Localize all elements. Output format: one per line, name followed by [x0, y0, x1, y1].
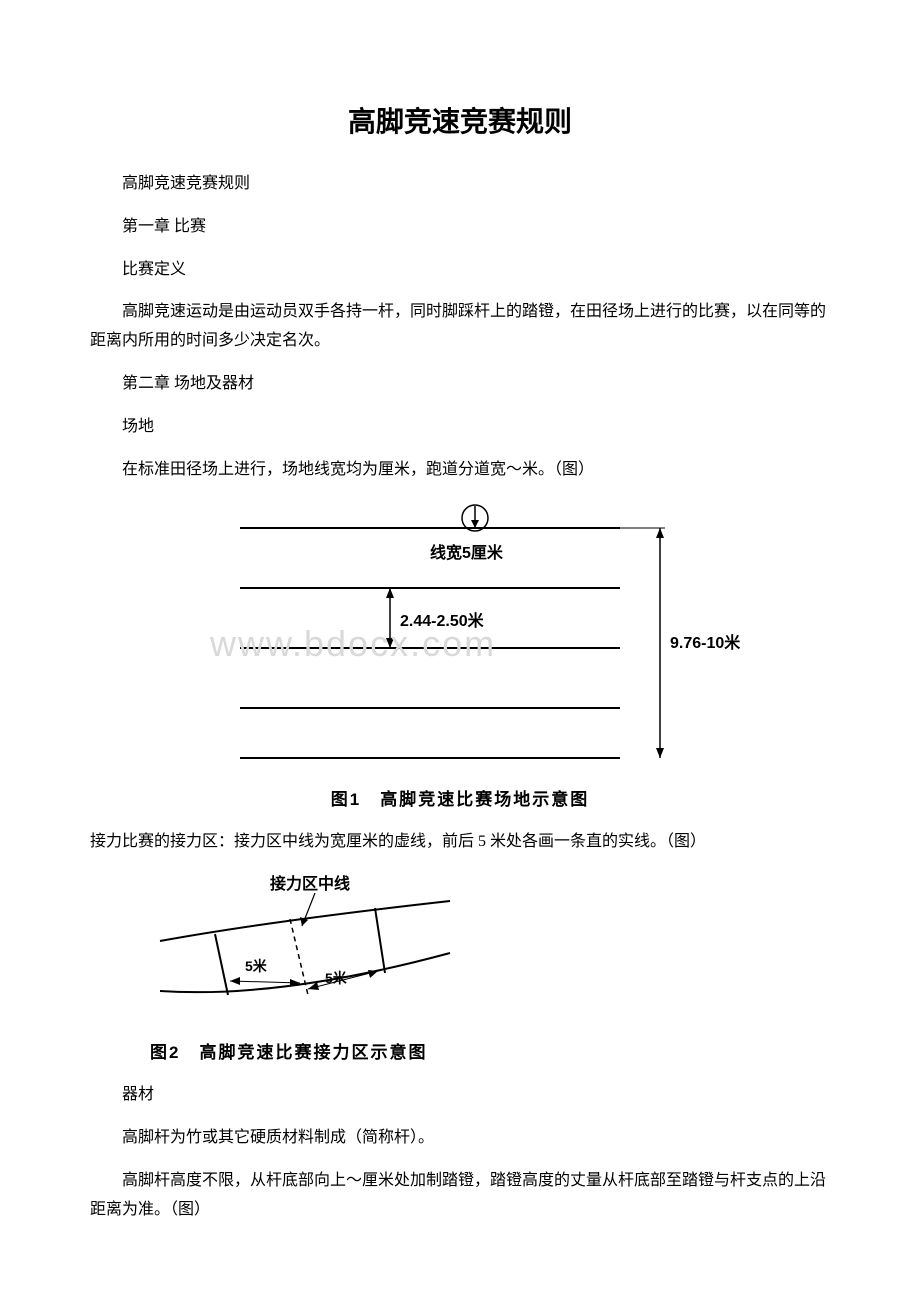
para-equipment-heading: 器材 [90, 1081, 830, 1110]
para-chapter2: 第二章 场地及器材 [90, 370, 830, 399]
para-def-body: 高脚竞速运动是由运动员双手各持一杆，同时脚踩杆上的踏镫，在田径场上进行的比赛，以… [90, 298, 830, 356]
fig2-label-5m-a: 5米 [245, 958, 268, 974]
para-venue-heading: 场地 [90, 413, 830, 442]
fig2-label-center: 接力区中线 [270, 874, 350, 893]
para-chapter1: 第一章 比赛 [90, 213, 830, 242]
figure1-caption: 图1 高脚竞速比赛场地示意图 [90, 785, 830, 810]
figure1-svg: 线宽5厘米 2.44-2.50米 9.76-10米 [180, 498, 740, 768]
para-def-heading: 比赛定义 [90, 256, 830, 285]
para-equipment-body1: 高脚杆为竹或其它硬质材料制成（简称杆）。 [90, 1124, 830, 1153]
fig2-label-5m-b: 5米 [325, 970, 348, 986]
para-relay-body: 接力比赛的接力区：接力区中线为宽厘米的虚线，前后 5 米处各画一条直的实线。（图… [90, 828, 830, 857]
page-title: 高脚竞速竞赛规则 [90, 100, 830, 140]
para-subtitle: 高脚竞速竞赛规则 [90, 170, 830, 199]
figure1-wrap: 线宽5厘米 2.44-2.50米 9.76-10米 www.bdocx.com [90, 498, 830, 773]
figure2-svg: 接力区中线 5米 5米 [150, 871, 470, 1021]
fig1-label-total: 9.76-10米 [670, 633, 740, 652]
para-venue-body: 在标准田径场上进行，场地线宽均为厘米，跑道分道宽～米。（图） [90, 456, 830, 485]
fig1-label-linewidth: 线宽5厘米 [430, 543, 504, 562]
para-equipment-body2: 高脚杆高度不限，从杆底部向上～厘米处加制踏镫，踏镫高度的丈量从杆底部至踏镫与杆支… [90, 1167, 830, 1225]
fig1-label-lane: 2.44-2.50米 [400, 611, 485, 630]
figure2-caption: 图2 高脚竞速比赛接力区示意图 [150, 1038, 830, 1063]
figure2-wrap: 接力区中线 5米 5米 [150, 871, 830, 1026]
